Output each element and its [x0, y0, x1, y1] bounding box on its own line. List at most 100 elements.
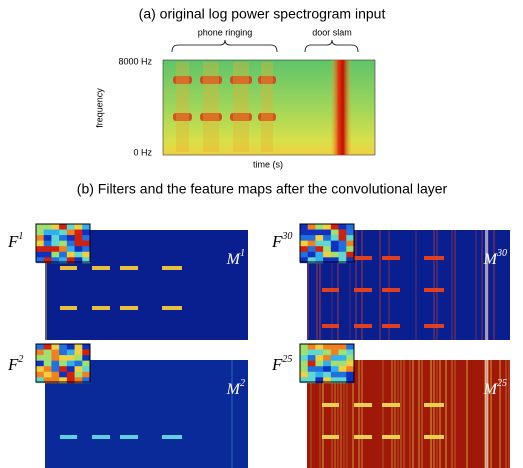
filter-frame	[35, 223, 91, 263]
map-texture	[231, 360, 233, 468]
map-activation	[354, 403, 372, 407]
filter-cell	[36, 257, 45, 264]
filter-letter: F	[271, 232, 283, 251]
map-label: M30	[483, 248, 507, 267]
filter-cell	[59, 251, 68, 258]
filter-cell	[66, 377, 75, 384]
phone-pulses	[173, 62, 276, 152]
map-letter: M	[226, 251, 242, 268]
map-texture	[439, 360, 441, 468]
filter-cell	[66, 355, 75, 361]
filter-cell	[36, 366, 45, 373]
map-texture	[331, 360, 333, 468]
filter-cell	[330, 377, 339, 384]
filter-cell	[51, 257, 60, 264]
filter-cell	[330, 240, 339, 247]
filter-cell	[330, 360, 339, 367]
map-texture	[466, 360, 468, 468]
map-texture	[415, 230, 417, 340]
filter-cell	[66, 371, 75, 378]
filter-cell	[315, 224, 324, 230]
filter-cell	[43, 344, 52, 350]
filter-cell	[346, 349, 355, 356]
filter-cell	[66, 251, 75, 258]
filter-cell	[82, 349, 91, 356]
filter-cell	[330, 235, 339, 241]
map-activation	[424, 403, 444, 407]
map-activation	[60, 306, 77, 310]
filter-cell	[82, 251, 91, 258]
filter-cell	[346, 355, 355, 361]
filter-cell	[330, 355, 339, 361]
map-activation	[92, 266, 110, 270]
filter-cell	[338, 251, 347, 258]
filter-cell	[82, 235, 91, 241]
filter-cell	[307, 371, 316, 378]
filter-cell	[74, 360, 83, 367]
filter-cell	[82, 257, 91, 264]
filter-cell	[59, 224, 68, 230]
filter-frame	[35, 343, 91, 383]
map-activation	[322, 435, 339, 439]
pulse	[200, 76, 222, 84]
filter-cell	[307, 355, 316, 361]
filter-cell	[36, 377, 45, 384]
filter-cell	[307, 377, 316, 384]
pulse-column	[176, 62, 189, 152]
filter-cell	[330, 251, 339, 258]
x-axis-label: time (s)	[253, 159, 283, 169]
map-texture	[355, 230, 357, 340]
filter-cell	[43, 224, 52, 230]
pulse-column	[203, 62, 219, 152]
map-texture	[358, 360, 360, 468]
filter-cell	[330, 349, 339, 356]
filter-cell	[338, 224, 347, 230]
map-texture	[337, 230, 339, 340]
map-activation	[60, 435, 77, 439]
filter-cell	[323, 355, 332, 361]
filter-cell	[307, 349, 316, 356]
filter-letter: F	[7, 355, 19, 374]
filter-cell	[59, 377, 68, 384]
filter-cell	[307, 224, 316, 230]
brace	[171, 39, 278, 53]
filter-cell	[82, 377, 91, 384]
filter-cell	[51, 355, 60, 361]
filter-label: F25	[271, 354, 292, 374]
pulse-column	[233, 62, 249, 152]
filter-cell	[66, 349, 75, 356]
map-activation	[354, 288, 372, 292]
map-activation	[485, 230, 488, 340]
filter-cell	[315, 229, 324, 236]
filter-cell	[51, 229, 60, 236]
filter-cell	[66, 235, 75, 241]
filter-cell	[82, 246, 91, 253]
filter-cell	[36, 344, 45, 350]
map-texture	[409, 360, 411, 468]
map-activation	[322, 288, 339, 292]
map-texture	[481, 230, 483, 340]
map-index: 25	[497, 378, 507, 389]
filter-cell	[307, 366, 316, 373]
filter-cell	[300, 240, 309, 247]
filter-cell	[323, 240, 332, 247]
door-slam-band	[330, 60, 352, 155]
map-activation	[322, 324, 339, 328]
map-index: 2	[240, 378, 245, 389]
filter-cell	[338, 246, 347, 253]
filter-cell	[74, 235, 83, 241]
map-texture	[379, 230, 381, 340]
filter-cell	[346, 229, 355, 236]
filter-cell	[338, 371, 347, 378]
filter-cell	[300, 257, 309, 264]
filter-cell	[59, 235, 68, 241]
filter-cell	[66, 360, 75, 367]
map-activation	[485, 360, 488, 468]
filter-cell	[82, 355, 91, 361]
filter-cell	[300, 229, 309, 236]
annotation: door slam	[312, 27, 352, 37]
filter-cell	[330, 224, 339, 230]
filter-cell	[59, 366, 68, 373]
map-texture	[322, 360, 324, 468]
